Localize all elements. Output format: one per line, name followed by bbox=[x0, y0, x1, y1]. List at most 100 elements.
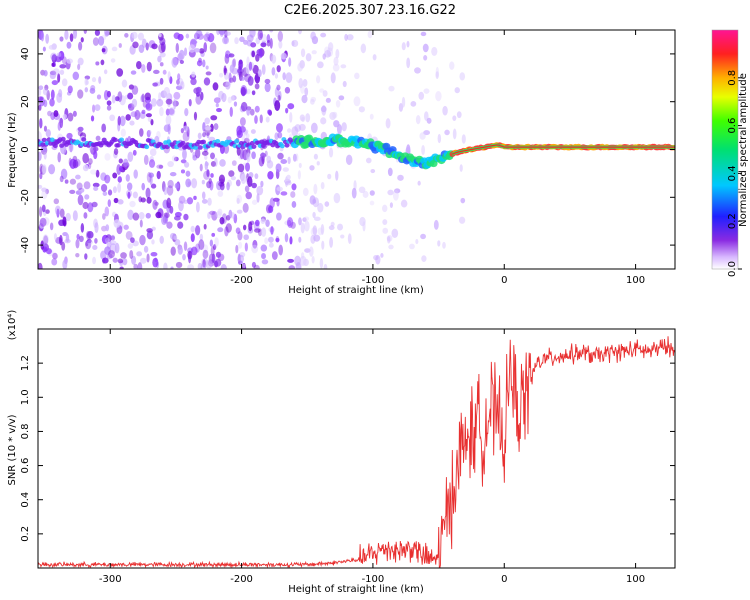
spectrogram-noise-cell bbox=[162, 69, 167, 75]
spectrogram-noise-cell bbox=[251, 199, 258, 205]
spectrogram-noise-cell bbox=[276, 123, 283, 133]
spectrogram-trace-point bbox=[115, 142, 121, 148]
spectrogram-noise-cell bbox=[353, 96, 361, 107]
spectrogram-noise-cell bbox=[171, 57, 178, 68]
spectrogram-noise-cell bbox=[72, 110, 77, 117]
spectrogram-noise-cell bbox=[202, 259, 206, 268]
spectrogram-noise-cell bbox=[178, 49, 185, 60]
spectrogram-noise-cell bbox=[82, 201, 89, 210]
spectrogram-noise-cell bbox=[202, 249, 209, 259]
spectrogram-noise-cell bbox=[185, 178, 192, 188]
spectrogram-noise-cell bbox=[207, 211, 211, 220]
spectrogram-noise-cell bbox=[167, 71, 171, 81]
spectrogram-noise-cell bbox=[351, 187, 357, 199]
spectrogram-noise-cell bbox=[435, 66, 440, 78]
spectrogram-noise-cell bbox=[120, 128, 126, 137]
spectrogram-noise-cell bbox=[252, 239, 258, 249]
spectrogram-noise-cell bbox=[239, 126, 246, 133]
spectrogram-noise-cell bbox=[77, 57, 84, 66]
spectrogram-noise-cell bbox=[421, 255, 427, 262]
spectrogram-noise-cell bbox=[157, 55, 162, 63]
spectrogram-noise-cell bbox=[100, 184, 108, 192]
spectrogram-noise-cell bbox=[207, 197, 212, 206]
spectrogram-noise-cell bbox=[246, 152, 251, 163]
spectrogram-noise-cell bbox=[251, 244, 259, 254]
spectrogram-noise-cell bbox=[83, 212, 88, 219]
spectrogram-noise-cell bbox=[42, 234, 49, 245]
spectrogram-noise-cell bbox=[108, 250, 115, 259]
spectrogram-noise-cell bbox=[324, 50, 331, 58]
spectrogram-noise-cell bbox=[266, 160, 274, 169]
spectrogram-noise-cell bbox=[159, 62, 164, 67]
spectrogram-noise-cell bbox=[433, 219, 439, 230]
spectrogram-noise-cell bbox=[275, 163, 282, 173]
spectrogram-noise-cell bbox=[44, 84, 49, 91]
spectrogram-noise-cell bbox=[59, 36, 64, 42]
spectrogram-noise-cell bbox=[327, 42, 334, 52]
spectrogram-noise-cell bbox=[163, 124, 171, 132]
colorbar-tick-label: 0.6 bbox=[727, 118, 738, 134]
spectrogram-noise-cell bbox=[132, 41, 139, 49]
spectrogram-noise-cell bbox=[375, 254, 381, 265]
spectrogram-noise-cell bbox=[291, 40, 295, 47]
spectrogram-trace-point bbox=[49, 137, 55, 142]
spectrogram-noise-cell bbox=[163, 262, 168, 269]
spectrogram-noise-cell bbox=[169, 232, 176, 240]
spectrogram-noise-cell bbox=[240, 76, 245, 81]
spectrogram-noise-cell bbox=[322, 90, 328, 97]
spectrogram-noise-cell bbox=[276, 212, 282, 221]
spectrogram-trace bbox=[38, 133, 675, 170]
spectrogram-noise-cell bbox=[159, 37, 166, 46]
spectrogram-noise-cell bbox=[267, 109, 272, 115]
spectrogram-noise-cell bbox=[259, 114, 263, 124]
spectrogram-noise-cell bbox=[324, 201, 330, 207]
spectrogram-noise-cell bbox=[66, 132, 73, 139]
spectrogram-noise-cell bbox=[107, 199, 112, 207]
spectrogram-noise-cell bbox=[231, 160, 237, 166]
spectrogram-noise-cell bbox=[337, 223, 344, 231]
spectrogram-trace-core bbox=[451, 144, 675, 155]
spectrogram-noise-cell bbox=[260, 42, 267, 48]
spectrogram-noise-cell bbox=[316, 161, 320, 166]
spectrogram-noise-cell bbox=[129, 200, 136, 208]
spectrogram-noise-cell bbox=[95, 135, 101, 141]
spectrogram-noise-cell bbox=[77, 130, 83, 137]
spectrogram-noise-cell bbox=[59, 69, 65, 75]
spectrogram-noise-cell bbox=[48, 164, 56, 175]
spectrogram-noise-cell bbox=[124, 32, 129, 38]
spectrogram-noise-cell bbox=[322, 53, 326, 60]
spectrogram-noise-cell bbox=[311, 255, 315, 264]
spectrogram-noise-cell bbox=[345, 154, 353, 166]
spectrogram-noise-cell bbox=[204, 154, 208, 160]
spectrogram-noise-cell bbox=[205, 31, 210, 38]
spectrogram-noise-cell bbox=[329, 111, 337, 121]
spectrogram-noise-cell bbox=[431, 46, 438, 56]
spectrogram-noise-cell bbox=[158, 43, 166, 54]
spectrogram-noise-cell bbox=[102, 191, 108, 196]
spectrogram-noise-cell bbox=[93, 186, 99, 191]
spectrogram-noise-cell bbox=[301, 94, 308, 104]
spectrogram-noise-cell bbox=[45, 248, 52, 255]
spectrogram-noise-cell bbox=[205, 65, 209, 70]
spectrogram-noise-cell bbox=[215, 251, 222, 258]
spectrogram-noise-cell bbox=[117, 258, 124, 264]
spectrogram-noise-cell bbox=[149, 148, 157, 157]
spectrogram-noise-cell bbox=[49, 70, 57, 76]
spectrogram-noise-cell bbox=[180, 169, 186, 174]
spectrogram-noise-cell bbox=[138, 212, 145, 220]
spectrogram-noise-cell bbox=[358, 186, 366, 194]
spectrogram-noise-cell bbox=[127, 209, 134, 221]
spectrogram-noise-cell bbox=[224, 31, 231, 36]
spectrogram-noise-cell bbox=[195, 147, 201, 159]
spectrogram-noise-cell bbox=[309, 246, 314, 257]
spectrogram-noise-cell bbox=[316, 75, 321, 84]
spectrogram-ytick-label: -20 bbox=[20, 189, 31, 205]
spectrogram-noise-cell bbox=[240, 101, 248, 112]
spectrogram-noise-cell bbox=[145, 187, 151, 199]
spectrogram-noise-cell bbox=[309, 165, 315, 171]
spectrogram-noise-cell bbox=[261, 253, 266, 260]
spectrogram-noise-cell bbox=[228, 72, 232, 84]
spectrogram-noise-cell bbox=[211, 211, 218, 221]
spectrogram-ytick-label: -40 bbox=[20, 237, 31, 253]
spectrogram-noise-cell bbox=[244, 185, 250, 193]
